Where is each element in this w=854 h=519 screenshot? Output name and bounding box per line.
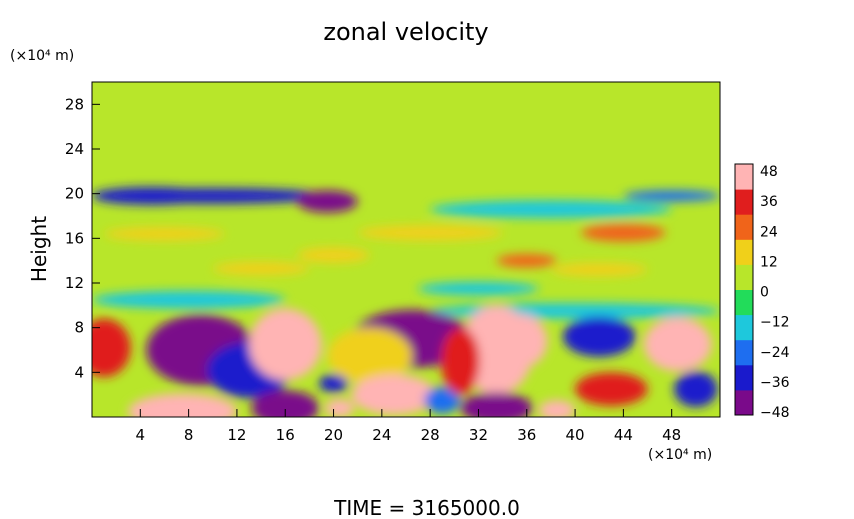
colorbar: 48 36 24 12 0 −12 −24 −36 −48 (734, 163, 790, 421)
colorbar-segment (735, 214, 753, 240)
colorbar-tick-label: −48 (760, 405, 790, 421)
x-tick-label: 24 (372, 426, 391, 444)
velocity-cell (251, 390, 320, 417)
velocity-cell (643, 317, 712, 372)
x-tick-label: 4 (136, 426, 146, 444)
y-tick-label: 24 (65, 140, 84, 158)
x-tick-label: 48 (662, 426, 681, 444)
colorbar-tick-label: 12 (760, 254, 778, 270)
y-tick-label: 20 (65, 185, 84, 203)
velocity-cell (563, 316, 636, 357)
velocity-cell (418, 281, 539, 296)
velocity-cell (550, 262, 648, 277)
x-tick-label: 36 (517, 426, 536, 444)
velocity-cell (674, 371, 718, 407)
x-tick-label: 16 (276, 426, 295, 444)
colorbar-tick-label: −24 (760, 345, 790, 361)
x-tick-label: 32 (469, 426, 488, 444)
x-axis-unit: (×10⁴ m) (648, 447, 712, 463)
velocity-cell (104, 227, 225, 241)
colorbar-segment (735, 264, 753, 290)
y-axis-unit: (×10⁴ m) (10, 48, 74, 64)
colorbar-tick-label: 48 (760, 164, 778, 180)
x-tick-label: 12 (227, 426, 246, 444)
y-tick-label: 8 (74, 319, 84, 337)
velocity-cell (351, 374, 437, 415)
colorbar-tick-label: −36 (760, 375, 790, 391)
x-tick-label: 28 (421, 426, 440, 444)
velocity-cell (430, 200, 672, 219)
y-tick-label: 4 (74, 363, 84, 381)
velocity-cell (319, 374, 349, 393)
colorbar-segment (735, 314, 753, 341)
velocity-cell (297, 190, 358, 213)
colorbar-segment (735, 389, 753, 416)
velocity-cell (128, 393, 237, 417)
velocity-cell (496, 253, 557, 268)
velocity-cell (538, 400, 576, 417)
colorbar-segment (735, 164, 753, 190)
colorbar-segment (735, 289, 753, 316)
velocity-cell (92, 318, 131, 377)
x-tick-label: 20 (324, 426, 343, 444)
y-axis-label: Height (27, 216, 51, 282)
colorbar-tick-label: 36 (760, 194, 778, 210)
y-tick-label: 28 (65, 95, 84, 113)
velocity-cell (212, 261, 310, 276)
chart-title: zonal velocity (323, 18, 488, 46)
velocity-cell (92, 186, 213, 205)
colorbar-frame (734, 163, 754, 416)
velocity-cell (92, 290, 286, 309)
y-tick-label: 12 (65, 274, 84, 292)
velocity-cell (441, 327, 480, 395)
colorbar-tick-label: −12 (760, 315, 790, 331)
plot-frame (91, 81, 721, 418)
velocity-cell (297, 247, 370, 263)
colorbar-segment (735, 239, 753, 265)
velocity-cell (494, 314, 548, 368)
velocity-cell (357, 224, 503, 241)
time-label: TIME = 3165000.0 (333, 496, 520, 519)
velocity-cell (327, 327, 413, 384)
x-tick-label: 44 (614, 426, 633, 444)
x-axis-ticks: 4 8 12 16 20 24 28 32 36 40 44 48 (136, 409, 681, 444)
x-tick-label: 40 (566, 426, 585, 444)
y-axis-ticks: 4 8 12 16 20 24 28 (65, 95, 100, 381)
colorbar-segment (735, 364, 753, 391)
colorbar-tick-label: 0 (760, 285, 769, 301)
velocity-cell (623, 190, 720, 202)
colorbar-segment (735, 189, 753, 215)
y-tick-label: 16 (65, 229, 84, 247)
colorbar-tick-label: 24 (760, 224, 778, 240)
x-tick-label: 8 (184, 426, 194, 444)
velocity-cell (581, 223, 666, 242)
velocity-cell (424, 386, 461, 414)
velocity-cell (325, 399, 355, 417)
colorbar-segment (735, 339, 753, 366)
velocity-cell (460, 392, 533, 417)
velocity-cell (575, 372, 648, 406)
heatmap-plot-area (92, 82, 720, 417)
velocity-cell (249, 308, 322, 381)
